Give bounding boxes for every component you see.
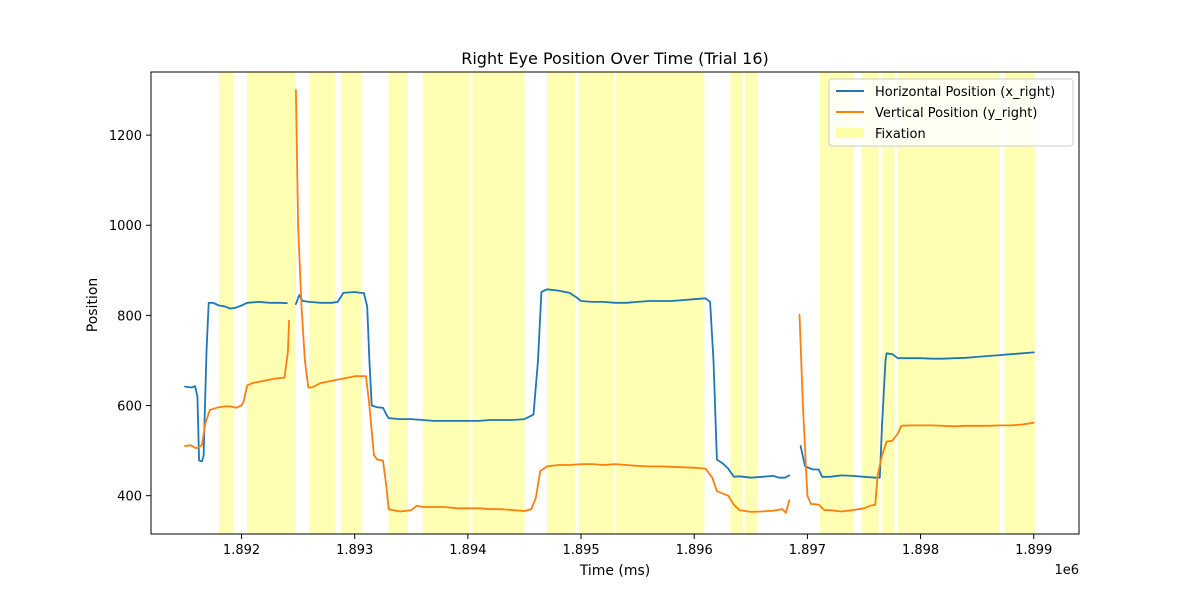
series-y-right-segment-1 [184,319,291,450]
series-x-right-segment-2 [294,288,791,479]
y-tick-label: 1000 [109,219,142,234]
fixation-band-1 [218,72,234,534]
fixation-band-16 [897,72,1000,534]
fixation-band-13 [819,72,854,534]
fixation-band-4 [341,72,362,534]
series-y-right-segment-3 [798,313,1035,513]
fixation-band-6 [422,72,470,534]
fixation-band-15 [882,72,895,534]
series-x-right-segment-3 [799,351,1035,479]
fixation-band-7 [472,72,525,534]
legend-label: Vertical Position (y_right) [875,106,1037,121]
x-axis-offset-label: 1e6 [1054,563,1079,578]
x-tick-label: 1.893 [336,543,373,558]
x-tick-label: 1.892 [223,543,260,558]
ticks: 1.892 1.893 1.894 1.895 1.896 1.897 1.898 1.899… [109,129,1052,558]
legend-label: Fixation [875,127,926,142]
axes [150,71,1080,535]
x-axis-label: Time (ms) [579,563,651,579]
y-tick-label: 400 [117,490,142,505]
legend-swatch-patch [836,128,864,138]
series-lines [184,89,1035,514]
series-y-right-segment-2 [294,89,791,514]
chart-title: Right Eye Position Over Time (Trial 16) [461,49,769,68]
y-tick-label: 600 [117,400,142,415]
y-tick-label: 800 [117,309,142,324]
x-tick-label: 1.896 [676,543,713,558]
series-x-right-segment-1 [184,300,288,463]
legend: Horizontal Position (x_right) Vertical Po… [828,78,1074,147]
x-tick-label: 1.898 [902,543,939,558]
legend-label: Horizontal Position (x_right) [875,85,1055,100]
x-tick-label: 1.894 [449,543,486,558]
fixation-band-12 [745,72,758,534]
fixation-band-14 [861,72,879,534]
y-tick-label: 1200 [109,129,142,144]
y-axis-label: Position [85,278,101,333]
fixation-band-17 [1004,72,1035,534]
x-tick-label: 1.895 [562,543,599,558]
fixation-band-11 [730,72,743,534]
fixation-band-5 [388,72,408,534]
fixation-band-8 [547,72,576,534]
x-tick-label: 1.899 [1015,543,1052,558]
x-tick-label: 1.897 [789,543,826,558]
legend-box [828,78,1074,147]
plot-frame [150,71,1080,535]
